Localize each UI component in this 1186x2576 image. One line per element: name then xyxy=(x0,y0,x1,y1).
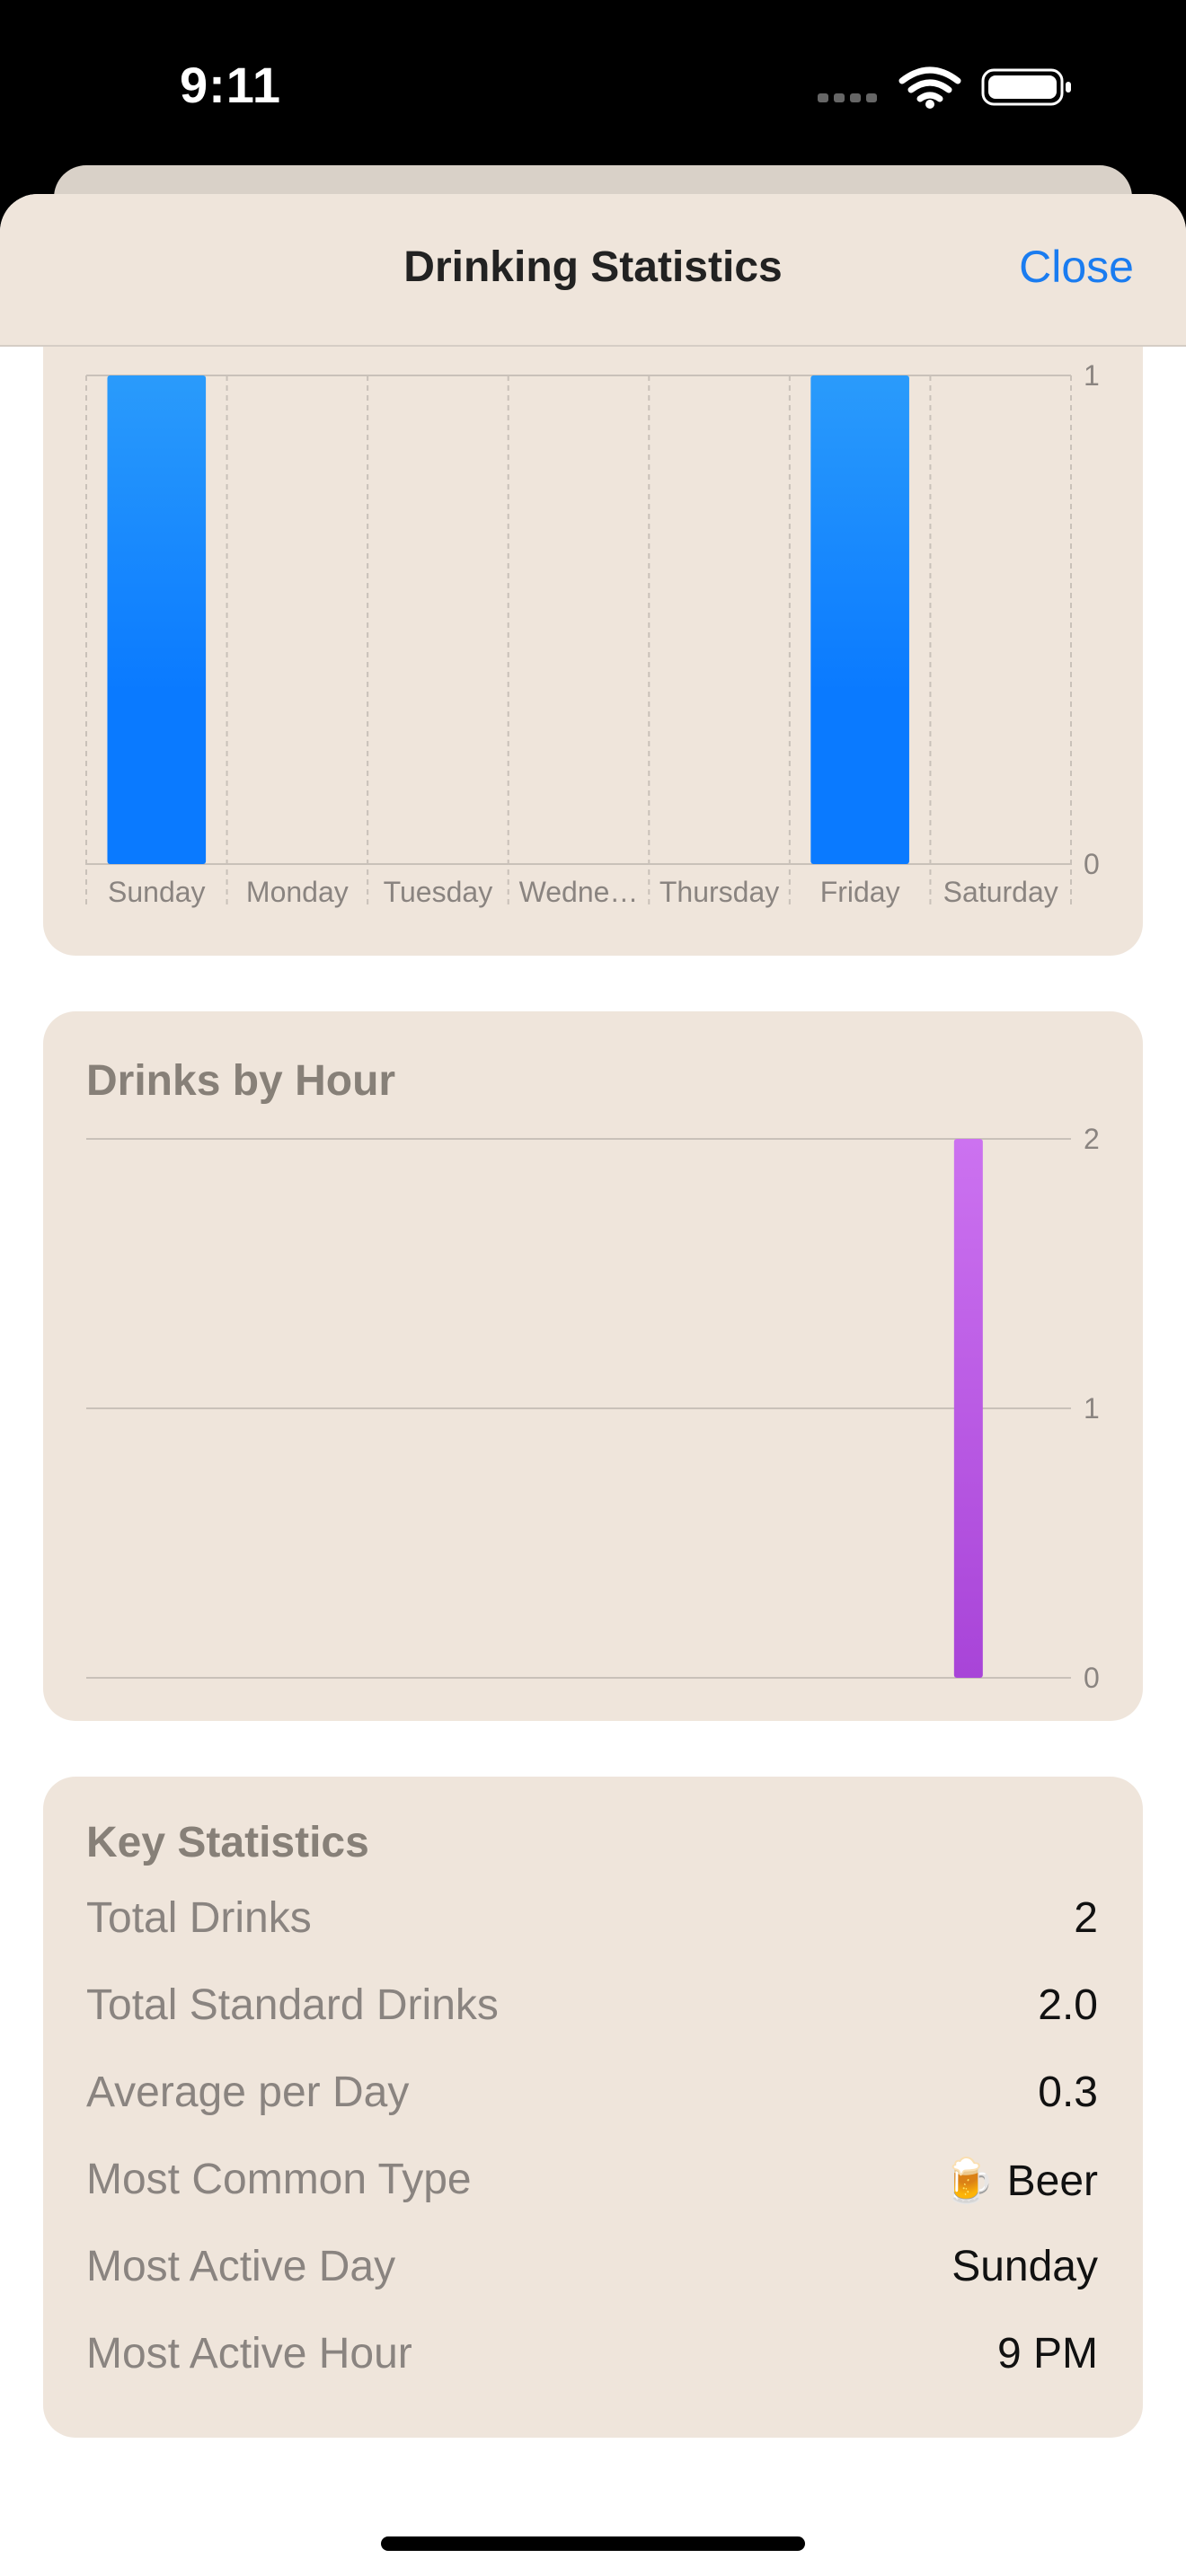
stat-row-total-standard-drinks: Total Standard Drinks 2.0 xyxy=(86,1970,1098,2042)
stat-value: 0.3 xyxy=(1038,2069,1098,2116)
y-tick-label: 0 xyxy=(1084,848,1100,880)
drinks-by-hour-card: Drinks by Hour 0 1 2 xyxy=(43,1011,1143,1721)
home-indicator xyxy=(381,2536,805,2551)
stat-label: Total Standard Drinks xyxy=(86,1981,499,2029)
stat-row-most-active-hour: Most Active Hour 9 PM xyxy=(86,2318,1098,2390)
x-tick-label: Saturday xyxy=(943,876,1058,908)
x-tick-label: Thursday xyxy=(659,876,779,908)
navigation-bar: Drinking Statistics Close xyxy=(0,194,1186,347)
bar-sunday xyxy=(107,375,207,864)
close-button[interactable]: Close xyxy=(1019,242,1134,292)
y-tick-label: 2 xyxy=(1084,1123,1100,1155)
status-bar: 9:11 xyxy=(0,0,1186,180)
statistics-sheet: Drinking Statistics Close 0 1 Sunday Monday… xyxy=(0,194,1186,2576)
stat-row-most-active-day: Most Active Day Sunday xyxy=(86,2231,1098,2303)
status-icons xyxy=(818,65,1078,110)
key-statistics-title: Key Statistics xyxy=(86,1819,369,1866)
stat-label: Most Active Day xyxy=(86,2243,396,2290)
page-title: Drinking Statistics xyxy=(403,243,783,291)
stat-value: 2 xyxy=(1074,1894,1098,1942)
weekday-bar-chart: 0 1 Sunday Monday Tuesday Wedne… Thursday Frida… xyxy=(85,359,1100,909)
x-tick-label: Wedne… xyxy=(519,876,639,908)
hour-bar-chart: 0 1 2 xyxy=(86,1123,1100,1694)
hour-chart-title: Drinks by Hour xyxy=(86,1057,396,1105)
x-tick-label: Friday xyxy=(820,876,900,908)
x-tick-label: Sunday xyxy=(108,876,206,908)
stat-value: 9 PM xyxy=(996,2330,1098,2378)
stat-label: Most Common Type xyxy=(86,2156,472,2203)
y-tick-label: 1 xyxy=(1084,1392,1100,1425)
stat-label: Most Active Hour xyxy=(86,2330,412,2378)
stat-label: Average per Day xyxy=(86,2069,410,2116)
bar-hour-21 xyxy=(953,1139,983,1678)
key-statistics-card: Key Statistics Total Drinks 2 Total Stan… xyxy=(43,1777,1143,2438)
stat-value: 🍺 Beer xyxy=(941,2157,1099,2205)
x-tick-label: Monday xyxy=(246,876,349,908)
cellular-signal-icon xyxy=(818,93,877,102)
stat-label: Total Drinks xyxy=(86,1894,312,1942)
y-tick-label: 0 xyxy=(1084,1662,1100,1694)
x-tick-label: Tuesday xyxy=(384,876,493,908)
battery-icon xyxy=(981,68,1071,106)
stat-value: 2.0 xyxy=(1038,1981,1098,2029)
stat-row-most-common-type: Most Common Type 🍺 Beer xyxy=(86,2144,1098,2216)
stat-value: Sunday xyxy=(951,2243,1098,2290)
stat-row-total-drinks: Total Drinks 2 xyxy=(86,1883,1098,1954)
stat-row-average-per-day: Average per Day 0.3 xyxy=(86,2057,1098,2129)
y-tick-label: 1 xyxy=(1084,359,1100,392)
status-time: 9:11 xyxy=(180,57,281,113)
bar-friday xyxy=(810,375,909,864)
wifi-icon xyxy=(898,66,961,102)
